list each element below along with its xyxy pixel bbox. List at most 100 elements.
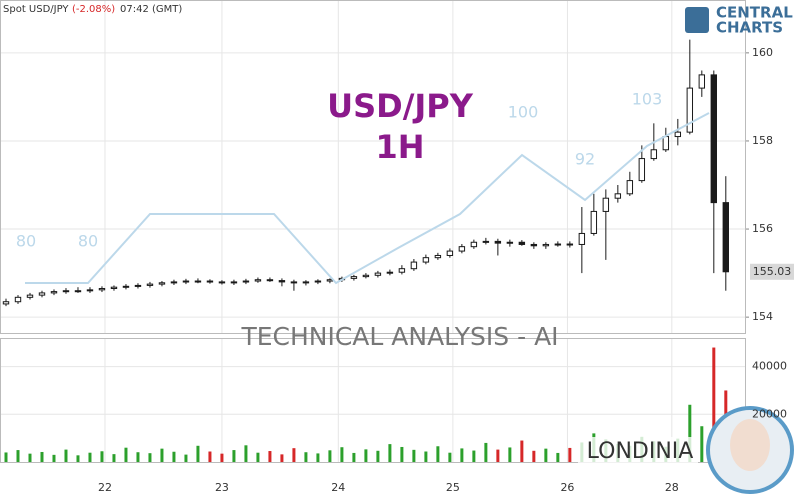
volume-bar — [16, 450, 20, 462]
volume-bar — [220, 453, 224, 462]
candle-body — [386, 271, 394, 274]
candle-body — [710, 74, 718, 204]
y-tick-label: 158 — [752, 134, 773, 147]
y-tick-label: 154 — [752, 310, 773, 323]
candle-body — [470, 241, 478, 248]
candle-body — [170, 281, 178, 284]
candle-body — [422, 257, 430, 263]
watermark: TECHNICAL ANALYSIS - AI — [240, 322, 558, 351]
candle-body — [302, 281, 310, 284]
x-tick-label: 23 — [215, 481, 229, 494]
volume-bar — [4, 452, 8, 462]
volume-bar — [196, 445, 200, 462]
candle-body — [446, 250, 454, 256]
candle-body — [134, 284, 142, 287]
volume-bar — [496, 449, 500, 462]
candle-body — [266, 279, 274, 282]
volume-bar — [688, 404, 692, 462]
volume-bar — [364, 449, 368, 462]
x-tick-label: 28 — [665, 481, 679, 494]
volume-bar — [508, 447, 512, 462]
candle-body — [674, 131, 682, 138]
volume-bar — [532, 450, 536, 462]
volume-bar — [172, 451, 176, 462]
candle-body — [350, 276, 358, 279]
volume-bar — [544, 448, 548, 462]
candle-body — [554, 243, 562, 246]
volume-bar — [76, 455, 80, 462]
candle-body — [278, 280, 286, 283]
volume-bar — [460, 448, 464, 462]
volume-bar — [148, 453, 152, 462]
candle-body — [626, 180, 634, 195]
candle-body — [638, 158, 646, 182]
volume-bar — [520, 440, 524, 462]
last-price-box — [750, 263, 794, 280]
candle-body — [590, 210, 598, 234]
sentiment-label: 100 — [508, 103, 539, 122]
candle-body — [74, 290, 82, 293]
candle-body — [326, 279, 334, 282]
chart-subtitle: 1H — [375, 128, 424, 166]
volume-bar — [208, 451, 212, 462]
candle-body — [698, 74, 706, 89]
x-tick-label: 22 — [98, 481, 112, 494]
candle-body — [230, 281, 238, 284]
candle-body — [686, 87, 694, 133]
volume-bar — [268, 451, 272, 462]
candle-body — [374, 272, 382, 276]
sentiment-line — [25, 112, 710, 285]
y-tick-label: 156 — [752, 222, 773, 235]
sentiment-label: 80 — [16, 232, 36, 251]
volume-bar — [124, 447, 128, 462]
volume-bar — [352, 452, 356, 462]
last-price: 155.03 — [753, 265, 792, 278]
candle-body — [38, 292, 46, 296]
volume-bar — [700, 426, 704, 462]
candle-body — [254, 279, 262, 282]
candle-body — [98, 288, 106, 291]
chart-title: USD/JPY — [327, 87, 474, 125]
volume-bar — [448, 452, 452, 462]
candle-body — [290, 281, 298, 284]
candle-body — [362, 274, 370, 278]
volume-bar — [568, 447, 572, 462]
volume-bar — [244, 445, 248, 462]
volume-bar — [484, 442, 488, 462]
volume-bar — [376, 450, 380, 462]
volume-bar — [160, 448, 164, 462]
volume-bar — [40, 451, 44, 462]
candle-body — [62, 290, 70, 293]
candle-body — [26, 294, 34, 298]
sentiment-label: 103 — [632, 90, 663, 109]
volume-panel — [0, 338, 746, 463]
volume-bar — [232, 450, 236, 462]
volume-bar — [328, 450, 332, 462]
volume-bar — [280, 454, 284, 462]
volume-bar — [472, 450, 476, 462]
candle-body — [158, 282, 166, 285]
volume-bar — [88, 452, 92, 462]
x-tick-label: 25 — [446, 481, 460, 494]
candle-body — [482, 240, 490, 243]
volume-bar — [256, 452, 260, 462]
avatar-face — [730, 419, 770, 471]
candle-body — [494, 240, 502, 244]
candle-body — [566, 243, 574, 246]
candle-body — [722, 202, 730, 273]
symbol: Spot USD/JPY — [3, 4, 69, 15]
candle-body — [206, 280, 214, 283]
candle-body — [182, 280, 190, 283]
sentiment-label: 92 — [575, 150, 595, 169]
brand: LONDINIA — [587, 439, 694, 464]
volume-bar — [388, 444, 392, 462]
volume-bar — [304, 452, 308, 462]
volume-bar — [292, 448, 296, 462]
change: (-2.08%) — [72, 4, 115, 15]
volume-bar — [184, 454, 188, 462]
candle-body — [242, 280, 250, 283]
volume-bar — [316, 453, 320, 462]
time: 07:42 (GMT) — [120, 4, 182, 15]
